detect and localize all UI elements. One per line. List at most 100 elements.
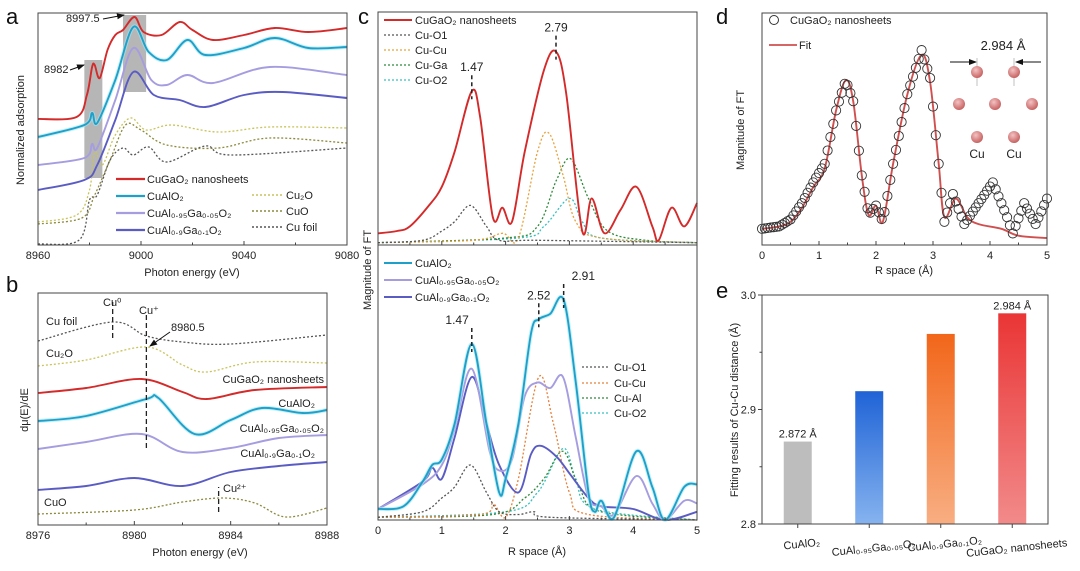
legend-a: CuGaO₂ nanosheets CuAlO₂ CuAl₀.₉₅Ga₀.₀₅O… xyxy=(116,174,317,237)
series-cual-ga-o- xyxy=(37,432,328,454)
series-cugao-nanosheets xyxy=(37,16,348,121)
panel-c-upper-ticks xyxy=(377,241,698,245)
legend-entry: Cu-Ga xyxy=(415,60,448,72)
peak-label: 1.47 xyxy=(460,60,484,74)
panel-c: c 1.47 2.79 1.47 2.52 2.91 0 1 2 3 4 5 R space (… xyxy=(358,4,700,558)
data-point xyxy=(879,207,890,218)
atom-label: Cu xyxy=(969,147,984,161)
y-axis-label-d: Magnitude of FT xyxy=(735,90,747,170)
data-point xyxy=(822,145,833,156)
data-point xyxy=(945,198,956,209)
cu-atom-icon xyxy=(971,66,983,78)
x-tick-label: 4 xyxy=(630,525,636,537)
atom-label: Cu xyxy=(1006,147,1021,161)
series-cu-o xyxy=(37,346,328,373)
cu-atom-icon xyxy=(1026,98,1038,110)
bar xyxy=(783,441,812,524)
x-tick-label: 5 xyxy=(1044,250,1050,262)
legend-entry: Cu-O1 xyxy=(614,362,646,374)
panel-label-b: b xyxy=(6,272,18,297)
series-cugao-nanosheets xyxy=(756,45,1053,239)
data-point xyxy=(893,130,904,142)
data-point xyxy=(799,192,810,204)
x-tick-label: 8980 xyxy=(122,530,146,542)
panel-label-c: c xyxy=(358,4,369,29)
cu-atom-icon xyxy=(971,131,983,143)
data-point xyxy=(910,62,921,73)
legend-entry: CuAl₀.₉₅Ga₀.₀₅O₂ xyxy=(147,208,231,220)
panel-b-series xyxy=(37,321,328,518)
data-point xyxy=(922,63,933,74)
arrow-icon xyxy=(69,64,85,71)
panel-c-lower-peaks: 1.47 2.52 2.91 xyxy=(445,269,595,352)
x-tick-label: 8984 xyxy=(218,530,242,542)
legend-entry: CuAlO₂ xyxy=(147,191,184,203)
data-point xyxy=(831,105,842,116)
legend-entry: CuAl₀.₉Ga₀.₁O₂ xyxy=(147,225,222,237)
x-tick-label: 2 xyxy=(873,250,879,262)
x-tick-label: 0 xyxy=(375,525,381,537)
series-cuo xyxy=(37,122,348,225)
data-point xyxy=(836,87,847,98)
legend-entry: Cu-Al xyxy=(614,393,642,405)
data-point xyxy=(851,120,862,131)
x-tick-label: 9000 xyxy=(129,250,153,262)
panel-b: b 8976 8980 8984 8988 Photon energy (eV) dμ… xyxy=(6,272,339,559)
data-point xyxy=(1039,199,1050,211)
data-point xyxy=(942,207,953,218)
y-axis-label-e: Fitting results of Cu-Cu distance (Å) xyxy=(728,323,741,497)
curve-label: Cu foil xyxy=(46,316,77,328)
data-point xyxy=(848,96,859,107)
legend-entry: CuGaO₂ nanosheets xyxy=(147,174,249,186)
data-point xyxy=(896,116,907,128)
series-cu-o1 xyxy=(377,464,698,521)
x-tick-label: 9040 xyxy=(232,250,256,262)
panel-label-d: d xyxy=(716,4,728,29)
data-point xyxy=(907,71,919,82)
curve-label: Cu₂O xyxy=(46,348,73,360)
x-tick-label: 1 xyxy=(439,525,445,537)
peak-label: 2.52 xyxy=(527,288,551,302)
data-point xyxy=(825,132,836,143)
cu-atom-icon xyxy=(1008,66,1020,78)
data-point xyxy=(868,204,879,215)
data-point xyxy=(796,198,807,209)
x-axis-label-b: Photon energy (eV) xyxy=(152,547,247,559)
data-point xyxy=(1024,208,1035,219)
data-point xyxy=(939,216,950,227)
legend-entry: Cu foil xyxy=(286,222,317,234)
x-tick-label: 2 xyxy=(503,525,509,537)
curve-label: CuAlO₂ xyxy=(278,398,315,410)
data-point xyxy=(916,45,927,56)
y-axis-label-b: dμ(E)/dE xyxy=(19,388,31,432)
annotation-8980: 8980.5 xyxy=(171,322,205,334)
series-cu-foil xyxy=(37,321,328,346)
legend-entry: CuO xyxy=(286,206,309,218)
series-cu-o1 xyxy=(377,204,698,244)
series-cualo- xyxy=(37,25,348,138)
data-point xyxy=(873,207,884,218)
data-point xyxy=(865,207,876,218)
legend-c-upper: CuGaO₂ nanosheets Cu-O1 Cu-Cu Cu-Ga Cu-O… xyxy=(384,15,517,87)
x-tick-label: 0 xyxy=(759,250,765,262)
data-point xyxy=(933,158,944,169)
legend-entry: Cu-O2 xyxy=(614,408,646,420)
data-point xyxy=(802,187,813,198)
data-point xyxy=(1036,206,1047,217)
data-point xyxy=(899,103,910,114)
annotation-8982: 8982 xyxy=(44,64,68,76)
curve-label: CuAl₀.₉₅Ga₀.₀₅O₂ xyxy=(240,423,324,435)
panel-label-a: a xyxy=(6,4,19,29)
category-label: CuAl₀.₉₅Ga₀.₀₅O₂ xyxy=(831,538,916,559)
panel-c-lower-ticks: 0 1 2 3 4 5 xyxy=(375,516,700,537)
curve-label: CuAl₀.₉Ga₀.₁O₂ xyxy=(240,448,315,460)
data-point xyxy=(1007,228,1018,239)
panel-a-series xyxy=(37,16,348,246)
series-cualo- xyxy=(37,394,328,436)
distance-label: 2.984 Å xyxy=(981,38,1026,53)
bar-value-label: 2.872 Å xyxy=(779,428,818,441)
data-point xyxy=(930,130,941,141)
legend-entry: Cu-Cu xyxy=(415,45,447,57)
bar xyxy=(926,333,955,524)
